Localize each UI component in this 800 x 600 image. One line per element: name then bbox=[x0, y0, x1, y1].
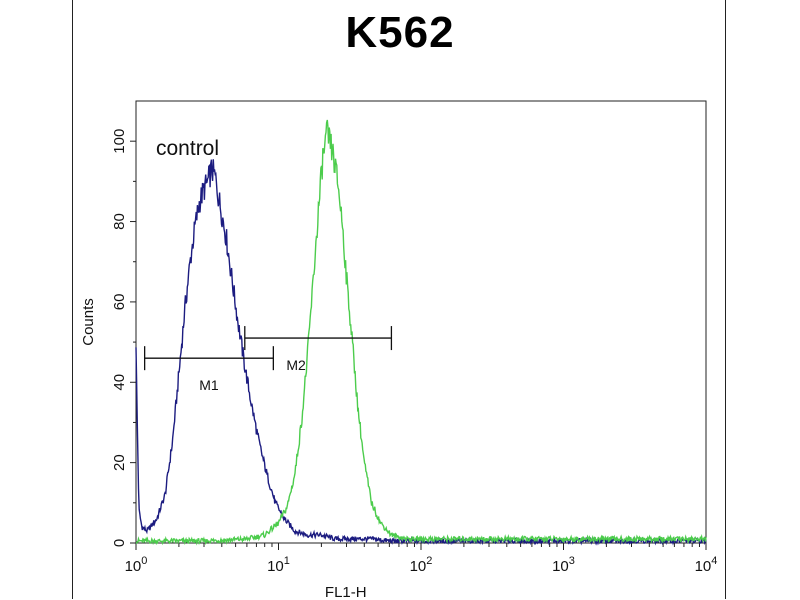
plot-annotations: control bbox=[156, 137, 219, 160]
x-tick-label: 104 bbox=[695, 555, 718, 575]
y-tick-label: 100 bbox=[111, 129, 128, 154]
x-tick-label: 100 bbox=[125, 555, 148, 575]
x-tick-label: 102 bbox=[410, 555, 433, 575]
y-tick-label: 80 bbox=[111, 213, 128, 230]
y-axis-title: Counts bbox=[80, 298, 97, 346]
x-tick-label: 101 bbox=[267, 555, 290, 575]
chart-frame bbox=[72, 0, 726, 599]
marker-label: M2 bbox=[286, 357, 306, 373]
histogram-series-1 bbox=[135, 159, 707, 546]
plot-box bbox=[135, 100, 707, 544]
y-tick-label: 60 bbox=[111, 294, 128, 311]
y-tick-label: 40 bbox=[111, 374, 128, 391]
histogram-series-2 bbox=[135, 119, 707, 546]
x-tick-label: 103 bbox=[552, 555, 575, 575]
control-label: control bbox=[156, 137, 219, 160]
y-tick-label: 0 bbox=[111, 539, 128, 547]
chart-title: K562 bbox=[345, 8, 455, 57]
plot-curves bbox=[135, 119, 707, 546]
marker-label: M1 bbox=[199, 377, 219, 393]
y-tick-label: 20 bbox=[111, 454, 128, 471]
plot-markers: M1 M2 bbox=[143, 326, 393, 393]
x-axis-title: FL1-H bbox=[325, 584, 367, 600]
plot-axes: 0 20 40 60 80 100 100 101 102 103 104 FL1-H Counts bbox=[80, 100, 718, 600]
